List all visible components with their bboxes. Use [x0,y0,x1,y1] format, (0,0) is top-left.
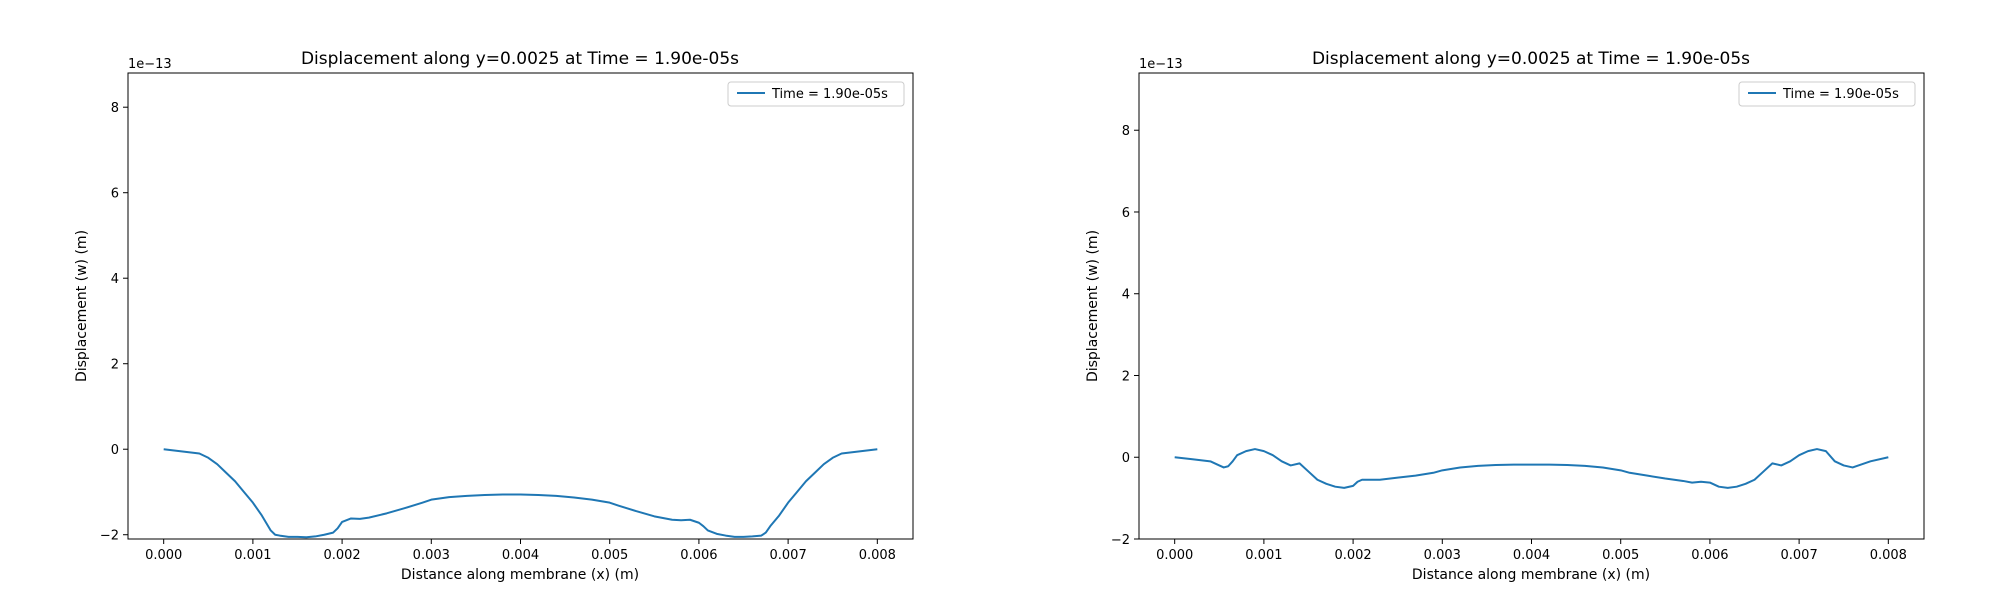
y-tick-label: −2 [1111,533,1130,548]
y-axis-label: Displacement (w) (m) [74,230,90,382]
y-tick-label: 4 [111,272,119,287]
legend-label: Time = 1.90e-05s [771,87,888,102]
chart-title: Displacement along y=0.0025 at Time = 1.… [1312,49,1750,69]
x-tick-label: 0.006 [680,548,717,563]
y-offset-text: 1e−13 [128,57,172,72]
series-layer [1174,448,1889,489]
y-tick-label: 6 [1122,206,1130,221]
x-tick-label: 0.004 [502,548,539,563]
legend-frame [727,81,905,107]
y-tick-label: 4 [1122,288,1130,303]
series-layer [163,448,878,539]
x-tick-label: 0.003 [413,548,450,563]
x-tick-label: 0.002 [1334,548,1371,563]
chart-left: Displacement along y=0.0025 at Time = 1.… [74,49,914,583]
x-tick-label: 0.001 [234,548,271,563]
x-ticks: 0.000 0.001 0.002 0.003 0.004 0.005 0.006 0.007… [145,539,896,563]
chart-title: Displacement along y=0.0025 at Time = 1.… [301,49,739,69]
x-axis-label: Distance along membrane (x) (m) [401,567,639,583]
x-tick-label: 0.005 [1602,548,1639,563]
x-ticks: 0.000 0.001 0.002 0.003 0.004 0.005 0.006 0.007… [1156,539,1907,563]
x-tick-label: 0.002 [323,548,360,563]
y-tick-label: 6 [111,187,119,202]
series-line [1174,448,1889,489]
y-tick-label: −2 [100,529,119,544]
y-tick-label: 0 [1122,451,1130,466]
plot-area [127,72,914,540]
y-tick-label: 2 [111,358,119,373]
legend: Time = 1.90e-05s [727,81,905,107]
plot-area [1138,72,1925,540]
y-tick-label: 8 [1122,124,1130,139]
x-tick-label: 0.000 [145,548,182,563]
x-tick-label: 0.003 [1424,548,1461,563]
series-line [163,448,878,539]
y-ticks: −2 0 2 4 6 8 [1111,124,1139,548]
legend-label: Time = 1.90e-05s [1782,87,1899,102]
x-tick-label: 0.005 [591,548,628,563]
y-offset-text: 1e−13 [1139,57,1183,72]
x-tick-label: 0.007 [1781,548,1818,563]
legend: Time = 1.90e-05s [1738,81,1916,107]
x-tick-label: 0.004 [1513,548,1550,563]
x-tick-label: 0.006 [1691,548,1728,563]
x-axis-label: Distance along membrane (x) (m) [1412,567,1650,583]
x-tick-label: 0.001 [1245,548,1282,563]
y-axis-label: Displacement (w) (m) [1085,230,1101,382]
y-tick-label: 2 [1122,369,1130,384]
chart-right: Displacement along y=0.0025 at Time = 1.… [1085,49,1925,583]
x-tick-label: 0.000 [1156,548,1193,563]
x-tick-label: 0.007 [770,548,807,563]
y-tick-label: 8 [111,101,119,116]
x-tick-label: 0.008 [1870,548,1907,563]
legend-frame [1738,81,1916,107]
x-tick-label: 0.008 [859,548,896,563]
y-ticks: −2 0 2 4 6 8 [100,101,128,544]
y-tick-label: 0 [111,443,119,458]
